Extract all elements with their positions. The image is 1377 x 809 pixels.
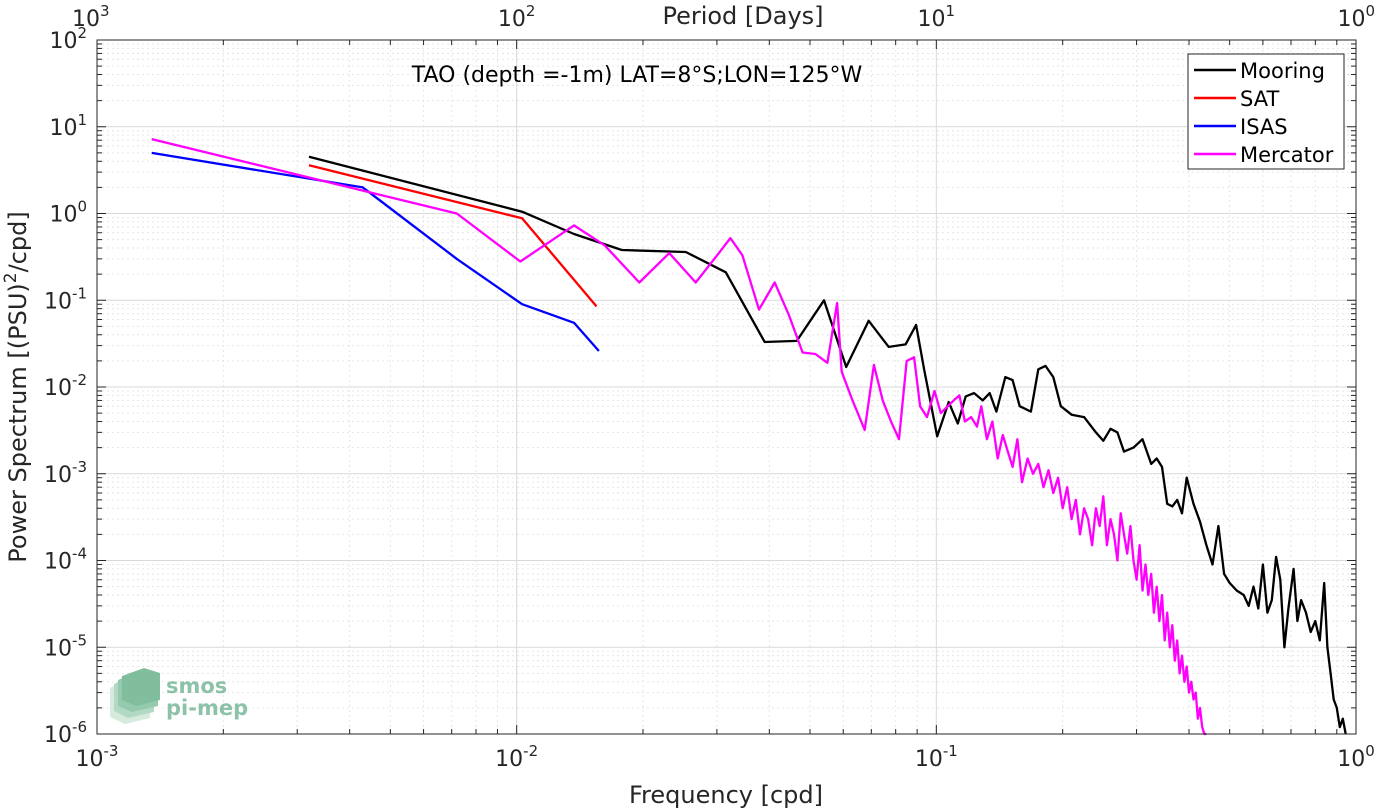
x-tick-label: 100 [1337,742,1375,772]
legend-label-isas: ISAS [1240,115,1288,139]
legend-label-mooring: Mooring [1240,59,1325,83]
y-tick-label-exponent: 1 [77,111,87,129]
logo-text-smos: smos [166,674,227,698]
y-tick-label: 102 [49,24,87,54]
legend-entry-mooring: Mooring [1194,59,1325,83]
y-tick-label-exponent: -4 [72,545,87,563]
x2-tick-label-base: 10 [72,7,100,32]
legend-entry-isas: ISAS [1194,115,1288,139]
x2-tick-label: 102 [498,2,536,32]
y-tick-label-base: 10 [44,289,72,314]
y-tick-label-base: 10 [44,723,72,748]
x-tick-label: 10-1 [915,742,958,772]
x2-tick-label: 101 [918,2,956,32]
chart-title: TAO (depth =-1m) LAT=8°S;LON=125°W [411,63,863,88]
y-tick-label-exponent: -1 [72,284,87,302]
y-tick-label-exponent: -6 [72,718,87,736]
top-axis-title: Period [Days] [662,2,823,30]
x-axis-title: Frequency [cpd] [629,781,823,809]
logo-mark-icon [110,668,160,724]
x-tick-label-exponent: -3 [104,742,119,760]
y-tick-label: 10-5 [44,631,87,661]
logo-text-pi-mep: pi-mep [166,696,248,720]
y-tick-label-exponent: -2 [72,371,87,389]
x2-tick-label-exponent: 2 [526,2,536,20]
y-tick-label-base: 10 [44,550,72,575]
x2-tick-label-base: 10 [1337,7,1365,32]
y-axis-title: Power Spectrum [(PSU)2/cpd] [1,211,32,562]
y-tick-label: 10-1 [44,284,87,314]
y-tick-label-base: 10 [49,29,77,54]
y-tick-label-base: 10 [44,636,72,661]
y-tick-label-base: 10 [44,376,72,401]
y-tick-label: 10-4 [44,545,87,575]
y-tick-label-base: 10 [44,463,72,488]
x-tick-label-exponent: -2 [523,742,538,760]
x2-tick-label-base: 10 [918,7,946,32]
x2-tick-label: 100 [1337,2,1375,32]
y-tick-label: 10-2 [44,371,87,401]
x-tick-label: 10-2 [495,742,538,772]
series-layer [151,137,1347,736]
y-tick-label-exponent: 0 [77,198,87,216]
y-tick-label: 10-3 [44,458,87,488]
y-tick-label-exponent: 2 [77,24,87,42]
legend-label-sat: SAT [1240,87,1279,111]
y-tick-label-base: 10 [49,116,77,141]
x-tick-label-base: 10 [915,747,943,772]
legend-box [1187,53,1345,170]
y-tick-label: 10-6 [44,718,87,748]
x-tick-label-exponent: -1 [943,742,958,760]
y-tick-label-exponent: -3 [72,458,87,476]
x2-tick-label-exponent: 1 [946,2,956,20]
x-tick-label-base: 10 [76,747,104,772]
legend-entry-sat: SAT [1194,87,1279,111]
y-tick-label: 100 [49,198,87,228]
series-line-mooring [308,155,1347,735]
legend-entry-mercator: Mercator [1194,143,1334,167]
x2-tick-label-base: 10 [498,7,526,32]
series-line-mercator [151,137,1207,736]
x2-tick-label-exponent: 0 [1365,2,1375,20]
tick-marks [96,39,1357,735]
y-axis-title-main: Power Spectrum [(PSU) [4,283,32,562]
x2-tick-label: 103 [72,2,110,32]
legend-label-mercator: Mercator [1240,143,1334,167]
x-tick-label-base: 10 [495,747,523,772]
y-tick-label-exponent: -5 [72,631,87,649]
smos-pi-mep-logo: smos pi-mep [110,668,248,724]
y-axis-title-sup: 2 [1,272,21,283]
x-tick-label-base: 10 [1337,747,1365,772]
tick-labels: 10-3 10-2 10-1 10010-610-510-410-310-210-11… [44,2,1375,772]
series-line-sat [308,164,598,308]
y-axis-title-tail: /cpd] [4,211,32,272]
y-tick-label: 101 [49,111,87,141]
y-tick-label-base: 10 [49,203,77,228]
x2-tick-label-exponent: 3 [100,2,110,20]
x-tick-label-exponent: 0 [1365,742,1375,760]
legend: Mooring SAT ISAS Mercator [1187,53,1345,170]
x-tick-label: 10-3 [76,742,119,772]
